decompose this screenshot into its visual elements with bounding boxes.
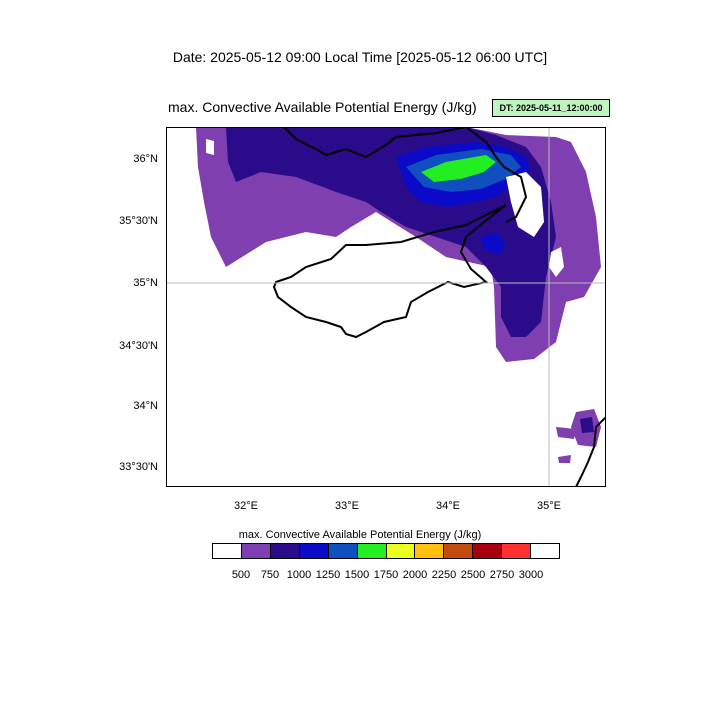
cyprus-coastline bbox=[272, 204, 507, 339]
colorbar-swatch bbox=[502, 544, 532, 558]
cape-region-1750 bbox=[421, 155, 496, 182]
date-title: Date: 2025-05-12 09:00 Local Time [2025-… bbox=[172, 49, 548, 65]
colorbar-label: 500 bbox=[231, 569, 251, 581]
colorbar-swatch bbox=[328, 544, 358, 558]
lon-label: 32°E bbox=[234, 500, 258, 512]
colorbar-swatch bbox=[531, 544, 560, 558]
lat-label: 35°N bbox=[133, 277, 158, 289]
field-title: max. Convective Available Potential Ener… bbox=[168, 99, 477, 115]
levant-coastline bbox=[575, 416, 606, 487]
dt-badge: DT: 2025-05-11_12:00:00 bbox=[492, 99, 610, 117]
map-panel bbox=[166, 127, 606, 487]
lat-label: 36°N bbox=[133, 153, 158, 165]
colorbar-label: 1500 bbox=[344, 569, 370, 581]
colorbar-label: 1250 bbox=[315, 569, 341, 581]
colorbar-label: 2500 bbox=[460, 569, 486, 581]
colorbar-swatch bbox=[357, 544, 387, 558]
colorbar-swatch bbox=[444, 544, 474, 558]
cape-map bbox=[166, 127, 606, 487]
colorbar-swatch bbox=[241, 544, 271, 558]
lon-label: 34°E bbox=[436, 500, 460, 512]
colorbar-title: max. Convective Available Potential Ener… bbox=[238, 529, 482, 541]
colorbar-swatch bbox=[213, 544, 242, 558]
colorbar-label: 3000 bbox=[518, 569, 544, 581]
colorbar bbox=[212, 543, 560, 559]
colorbar-label: 2000 bbox=[402, 569, 428, 581]
colorbar-swatch bbox=[415, 544, 445, 558]
lon-label: 35°E bbox=[537, 500, 561, 512]
colorbar-swatch bbox=[473, 544, 503, 558]
colorbar-swatch bbox=[270, 544, 300, 558]
lat-label: 34°30'N bbox=[119, 340, 158, 352]
colorbar-swatch bbox=[386, 544, 416, 558]
lat-label: 33°30'N bbox=[119, 461, 158, 473]
colorbar-label: 2250 bbox=[431, 569, 457, 581]
lat-label: 34°N bbox=[133, 400, 158, 412]
turkey-coastline bbox=[283, 127, 467, 159]
lat-label: 35°30'N bbox=[119, 215, 158, 227]
lon-label: 33°E bbox=[335, 500, 359, 512]
colorbar-label: 2750 bbox=[489, 569, 515, 581]
colorbar-label: 1750 bbox=[373, 569, 399, 581]
colorbar-label: 750 bbox=[260, 569, 280, 581]
colorbar-swatch bbox=[299, 544, 329, 558]
colorbar-label: 1000 bbox=[286, 569, 312, 581]
